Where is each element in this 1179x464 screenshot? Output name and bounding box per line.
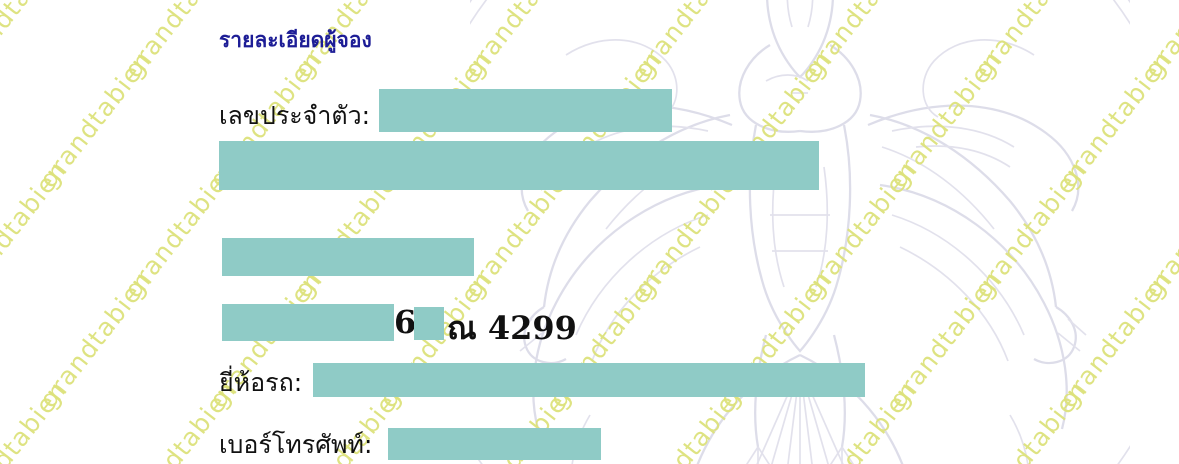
plate-prefix-bar: [222, 304, 394, 341]
car-brand-bar: [313, 363, 865, 397]
plate-number-suffix: ณ 4299: [447, 309, 577, 347]
address-bar: [219, 141, 819, 190]
plate-number-prefix: 6: [394, 303, 417, 341]
label-id-number: เลขประจำตัว:: [219, 101, 371, 130]
detail-bar: [222, 238, 474, 276]
plate-mid-bar: [414, 307, 444, 340]
label-car-brand: ยี่ห้อรถ:: [219, 368, 303, 397]
page-title: รายละเอียดผู้จอง: [219, 28, 372, 52]
label-phone: เบอร์โทรศัพท์:: [219, 430, 373, 459]
phone-bar: [388, 428, 601, 460]
id-number-bar: [379, 89, 672, 132]
